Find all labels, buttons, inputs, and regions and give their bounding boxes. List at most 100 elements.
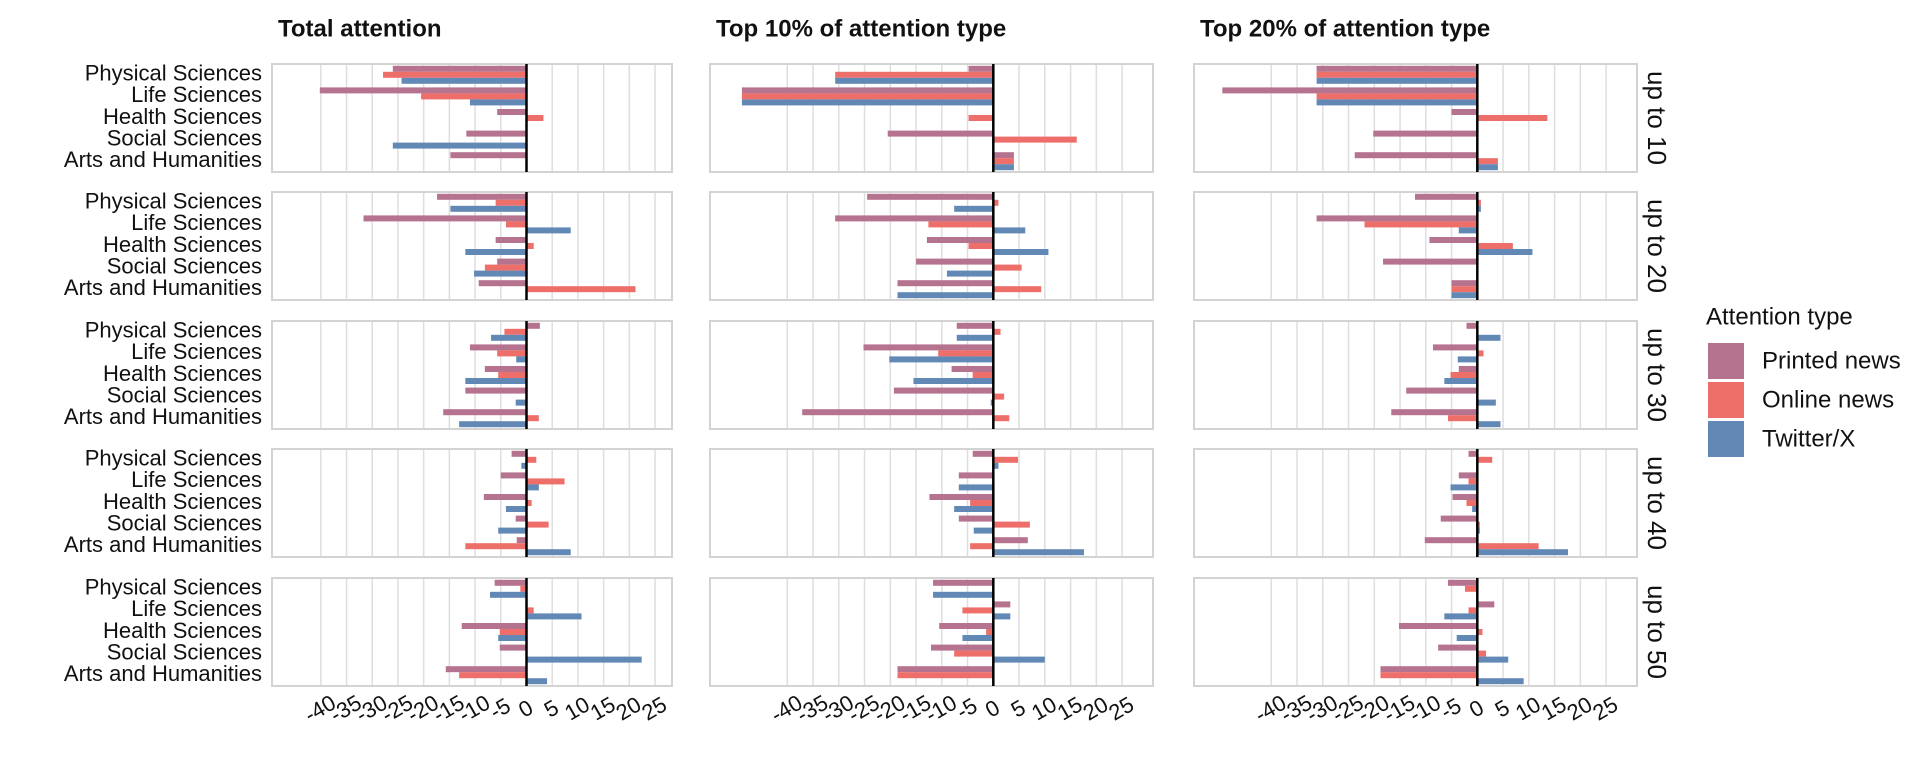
bar [1477, 650, 1487, 657]
bar [497, 258, 527, 265]
bar [484, 366, 527, 372]
bar [954, 650, 994, 657]
bar [1477, 456, 1493, 463]
bar [741, 93, 994, 100]
bar [495, 199, 527, 206]
bar [526, 243, 534, 249]
bar [1477, 199, 1481, 206]
bar [933, 579, 994, 586]
column-title: Top 10% of attention type [716, 15, 1006, 42]
bar [526, 500, 532, 506]
bar [526, 286, 636, 293]
bar [889, 356, 994, 363]
bar [1458, 227, 1478, 234]
bar [1364, 221, 1478, 228]
bar [863, 344, 994, 351]
bar [1424, 537, 1478, 544]
bar [495, 237, 527, 243]
bar [497, 109, 527, 115]
category-label: Life Sciences [131, 210, 262, 235]
bar [972, 450, 994, 457]
bar [1477, 601, 1495, 608]
bar [993, 601, 1011, 608]
bar [993, 393, 1005, 400]
bar [1477, 205, 1481, 212]
bar [526, 521, 549, 528]
bar [526, 678, 548, 685]
bar [1464, 585, 1478, 592]
x-tick-label: 5 [1491, 695, 1514, 723]
bar [526, 484, 539, 491]
bar [993, 656, 1045, 663]
bar [526, 656, 642, 663]
panel [1193, 448, 1638, 558]
bar [1468, 450, 1478, 457]
x-tick-label: 25 [1104, 692, 1138, 726]
bar [835, 215, 994, 222]
x-tick-label: 5 [540, 695, 563, 723]
bar [968, 243, 994, 249]
bar [897, 666, 994, 673]
bar [1444, 378, 1478, 384]
bar [465, 249, 527, 255]
bar [363, 215, 527, 222]
bar [951, 366, 994, 372]
bar [993, 199, 999, 206]
bar [421, 93, 527, 100]
bar [741, 87, 994, 94]
bar [993, 415, 1010, 422]
facet-row-label: up to 40 [1642, 456, 1672, 550]
bar [897, 280, 994, 287]
bar [1477, 399, 1496, 406]
bar [1452, 494, 1478, 500]
bar [1477, 350, 1484, 357]
bar [511, 450, 527, 457]
bar [392, 142, 527, 149]
facet-row-label: up to 30 [1642, 328, 1672, 422]
panel [1193, 191, 1638, 301]
bar [401, 77, 527, 84]
bar [505, 506, 527, 512]
bar [993, 521, 1030, 528]
bar [1450, 372, 1478, 378]
bar [1438, 644, 1478, 651]
bar [450, 152, 527, 159]
bar [1380, 666, 1478, 673]
category-label: Social Sciences [107, 125, 262, 150]
x-tick-label: 0 [514, 695, 537, 723]
bar [515, 515, 527, 522]
column-title: Top 20% of attention type [1200, 15, 1490, 42]
bar [741, 99, 994, 106]
bar [893, 387, 994, 394]
bar [491, 334, 527, 341]
bar [1354, 152, 1478, 159]
category-label: Health Sciences [103, 489, 262, 514]
bar [956, 322, 994, 329]
bar [526, 549, 571, 556]
bar [497, 350, 527, 357]
category-label: Social Sciences [107, 510, 262, 535]
category-label: Physical Sciences [85, 61, 262, 86]
bar [1380, 672, 1478, 679]
bar [993, 227, 1026, 234]
x-tick-label: -5 [952, 693, 981, 724]
category-label: Life Sciences [131, 467, 262, 492]
bar [1477, 334, 1501, 341]
bar [993, 328, 1001, 335]
category-label: Health Sciences [103, 232, 262, 257]
category-label: Life Sciences [131, 339, 262, 364]
bar [1477, 656, 1509, 663]
bar [954, 205, 994, 212]
category-label: Social Sciences [107, 382, 262, 407]
bar [986, 629, 994, 635]
bar [1391, 409, 1478, 416]
category-label: Social Sciences [107, 639, 262, 664]
bar [1429, 237, 1478, 243]
bar [465, 543, 527, 550]
bar [946, 270, 994, 277]
bar [1447, 579, 1478, 586]
bar [1450, 484, 1478, 491]
x-tick-label: 0 [1465, 695, 1488, 723]
bar [929, 494, 994, 500]
bar [973, 527, 994, 534]
